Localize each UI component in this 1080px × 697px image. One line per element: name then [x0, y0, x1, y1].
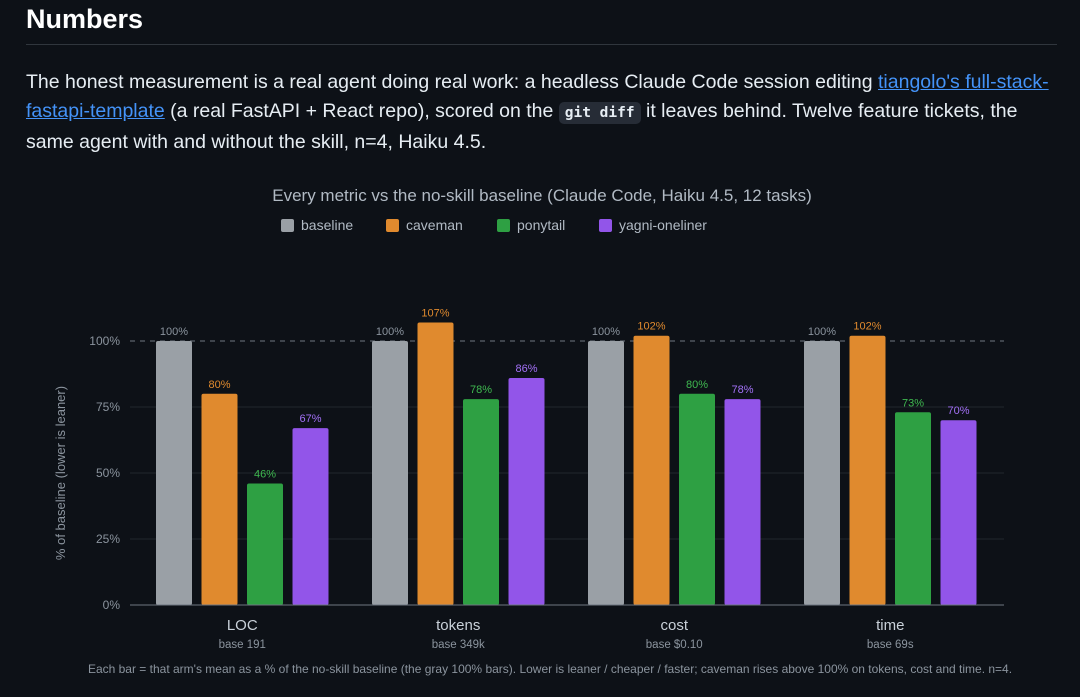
bar-baseline-cost: [588, 341, 624, 605]
title-divider: [26, 44, 1057, 45]
y-tick-label: 100%: [89, 334, 120, 348]
bar-ponytail-LOC: [247, 483, 283, 605]
x-category-subtitle: base 69s: [867, 639, 914, 651]
bar-yagni-oneliner-time: [940, 420, 977, 605]
intro-paragraph: The honest measurement is a real agent d…: [26, 68, 1056, 157]
bar-value-label: 102%: [853, 321, 881, 333]
bar-value-label: 78%: [731, 384, 753, 396]
template-repo-link[interactable]: tiangolo's full-stack-fastapi-template: [26, 71, 1049, 122]
section-title: Numbers: [26, 4, 144, 34]
bar-caveman-cost: [633, 335, 670, 605]
bar-value-label: 86%: [515, 363, 537, 375]
x-category-label: time: [876, 617, 904, 634]
x-category-subtitle: base $0.10: [646, 639, 703, 651]
x-category-subtitle: base 191: [219, 639, 266, 651]
chart-caption: Each bar = that arm's mean as a % of the…: [87, 662, 1013, 676]
metrics-bar-chart: Every metric vs the no-skill baseline (C…: [53, 186, 1004, 651]
bar-yagni-oneliner-LOC: [292, 428, 329, 605]
x-category-subtitle: base 349k: [432, 639, 485, 651]
x-category-label: tokens: [436, 617, 480, 634]
bar-yagni-oneliner-cost: [724, 399, 761, 605]
bar-value-label: 78%: [470, 384, 492, 396]
y-tick-label: 75%: [96, 400, 120, 414]
y-tick-label: 50%: [96, 466, 120, 480]
bar-value-label: 80%: [686, 379, 708, 391]
bar-yagni-oneliner-tokens: [508, 377, 545, 605]
bar-ponytail-tokens: [463, 399, 499, 605]
legend-label-baseline: baseline: [301, 217, 353, 233]
bar-value-label: 70%: [947, 405, 969, 417]
git-diff-code: git diff: [558, 102, 641, 124]
x-category-label: cost: [660, 617, 688, 634]
bar-value-label: 46%: [254, 469, 276, 481]
chart-title: Every metric vs the no-skill baseline (C…: [272, 186, 812, 205]
bar-caveman-LOC: [201, 393, 238, 605]
bar-value-label: 100%: [808, 326, 836, 338]
bar-value-label: 100%: [376, 326, 404, 338]
bar-value-label: 73%: [902, 397, 924, 409]
bar-ponytail-cost: [679, 393, 715, 605]
legend-swatch-ponytail: [497, 219, 510, 232]
legend-label-ponytail: ponytail: [517, 217, 565, 233]
bar-caveman-time: [849, 335, 886, 605]
legend-swatch-baseline: [281, 219, 294, 232]
bar-baseline-time: [804, 341, 840, 605]
legend-swatch-yagni-oneliner: [599, 219, 612, 232]
bar-value-label: 80%: [208, 379, 230, 391]
legend-swatch-caveman: [386, 219, 399, 232]
bar-caveman-tokens: [417, 322, 454, 605]
bar-baseline-tokens: [372, 341, 408, 605]
intro-text-3: it leaves behind. Twelve feature tickets…: [26, 100, 1018, 153]
x-category-label: LOC: [227, 617, 258, 634]
y-tick-label: 25%: [96, 532, 120, 546]
legend-label-caveman: caveman: [406, 217, 463, 233]
intro-text-1: The honest measurement is a real agent d…: [26, 71, 879, 93]
y-tick-label: 0%: [103, 598, 121, 612]
bar-ponytail-time: [895, 412, 931, 605]
bar-value-label: 67%: [299, 413, 321, 425]
y-axis-label: % of baseline (lower is leaner): [53, 386, 68, 560]
bar-baseline-LOC: [156, 341, 192, 605]
bar-value-label: 107%: [421, 308, 449, 320]
legend-label-yagni-oneliner: yagni-oneliner: [619, 217, 707, 233]
bar-value-label: 100%: [592, 326, 620, 338]
intro-text-2: (a real FastAPI + React repo), scored on…: [164, 100, 559, 122]
bar-value-label: 102%: [637, 321, 665, 333]
bar-value-label: 100%: [160, 326, 188, 338]
